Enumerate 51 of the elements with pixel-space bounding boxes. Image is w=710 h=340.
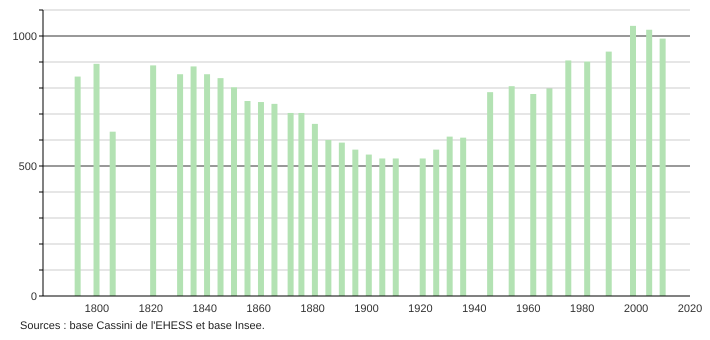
bar	[530, 94, 536, 296]
x-tick-label: 1960	[516, 302, 540, 315]
bar	[446, 136, 453, 296]
x-tick-label: 1840	[192, 302, 217, 315]
x-tick-label: 1980	[570, 302, 594, 315]
bar	[460, 138, 466, 296]
bar	[110, 132, 116, 296]
x-tick-label: 1940	[462, 302, 487, 315]
bar	[244, 101, 250, 296]
bar	[646, 30, 652, 296]
bar	[546, 88, 552, 296]
bar	[312, 124, 318, 296]
bar	[190, 66, 197, 296]
bar	[606, 52, 612, 296]
bar	[338, 142, 345, 296]
x-tick-label: 1920	[408, 302, 433, 315]
bar	[74, 76, 81, 296]
bar	[630, 26, 636, 296]
bar	[660, 38, 666, 296]
bar	[352, 150, 358, 296]
bar	[258, 102, 264, 296]
bar	[420, 158, 426, 296]
bar	[325, 140, 332, 296]
x-tick-label: 2020	[678, 302, 702, 315]
bar	[565, 60, 572, 296]
x-tick-label: 1880	[300, 302, 325, 315]
bar	[204, 74, 210, 296]
bar	[231, 87, 238, 296]
x-tick-label: 1820	[138, 302, 164, 315]
bar	[508, 86, 515, 296]
bar	[298, 112, 304, 296]
bar	[433, 150, 440, 296]
bar	[94, 64, 100, 296]
x-tick-label: 1900	[354, 302, 379, 315]
bar	[177, 74, 184, 296]
bar	[366, 154, 372, 296]
x-tick-label: 2000	[624, 302, 648, 315]
bar	[150, 65, 156, 296]
source-note: Sources : base Cassini de l'EHESS et base Insee.	[20, 320, 266, 332]
y-tick-label: 500	[18, 160, 37, 173]
bar	[487, 92, 494, 296]
bar	[392, 158, 399, 296]
x-tick-label: 1860	[246, 302, 271, 315]
bar	[288, 112, 294, 296]
bar	[379, 158, 386, 296]
x-tick-label: 1800	[84, 302, 110, 315]
bar	[584, 61, 590, 296]
bar	[218, 78, 224, 296]
y-tick-label: 1000	[12, 30, 37, 43]
y-tick-label: 0	[30, 290, 37, 303]
bar	[271, 104, 278, 296]
